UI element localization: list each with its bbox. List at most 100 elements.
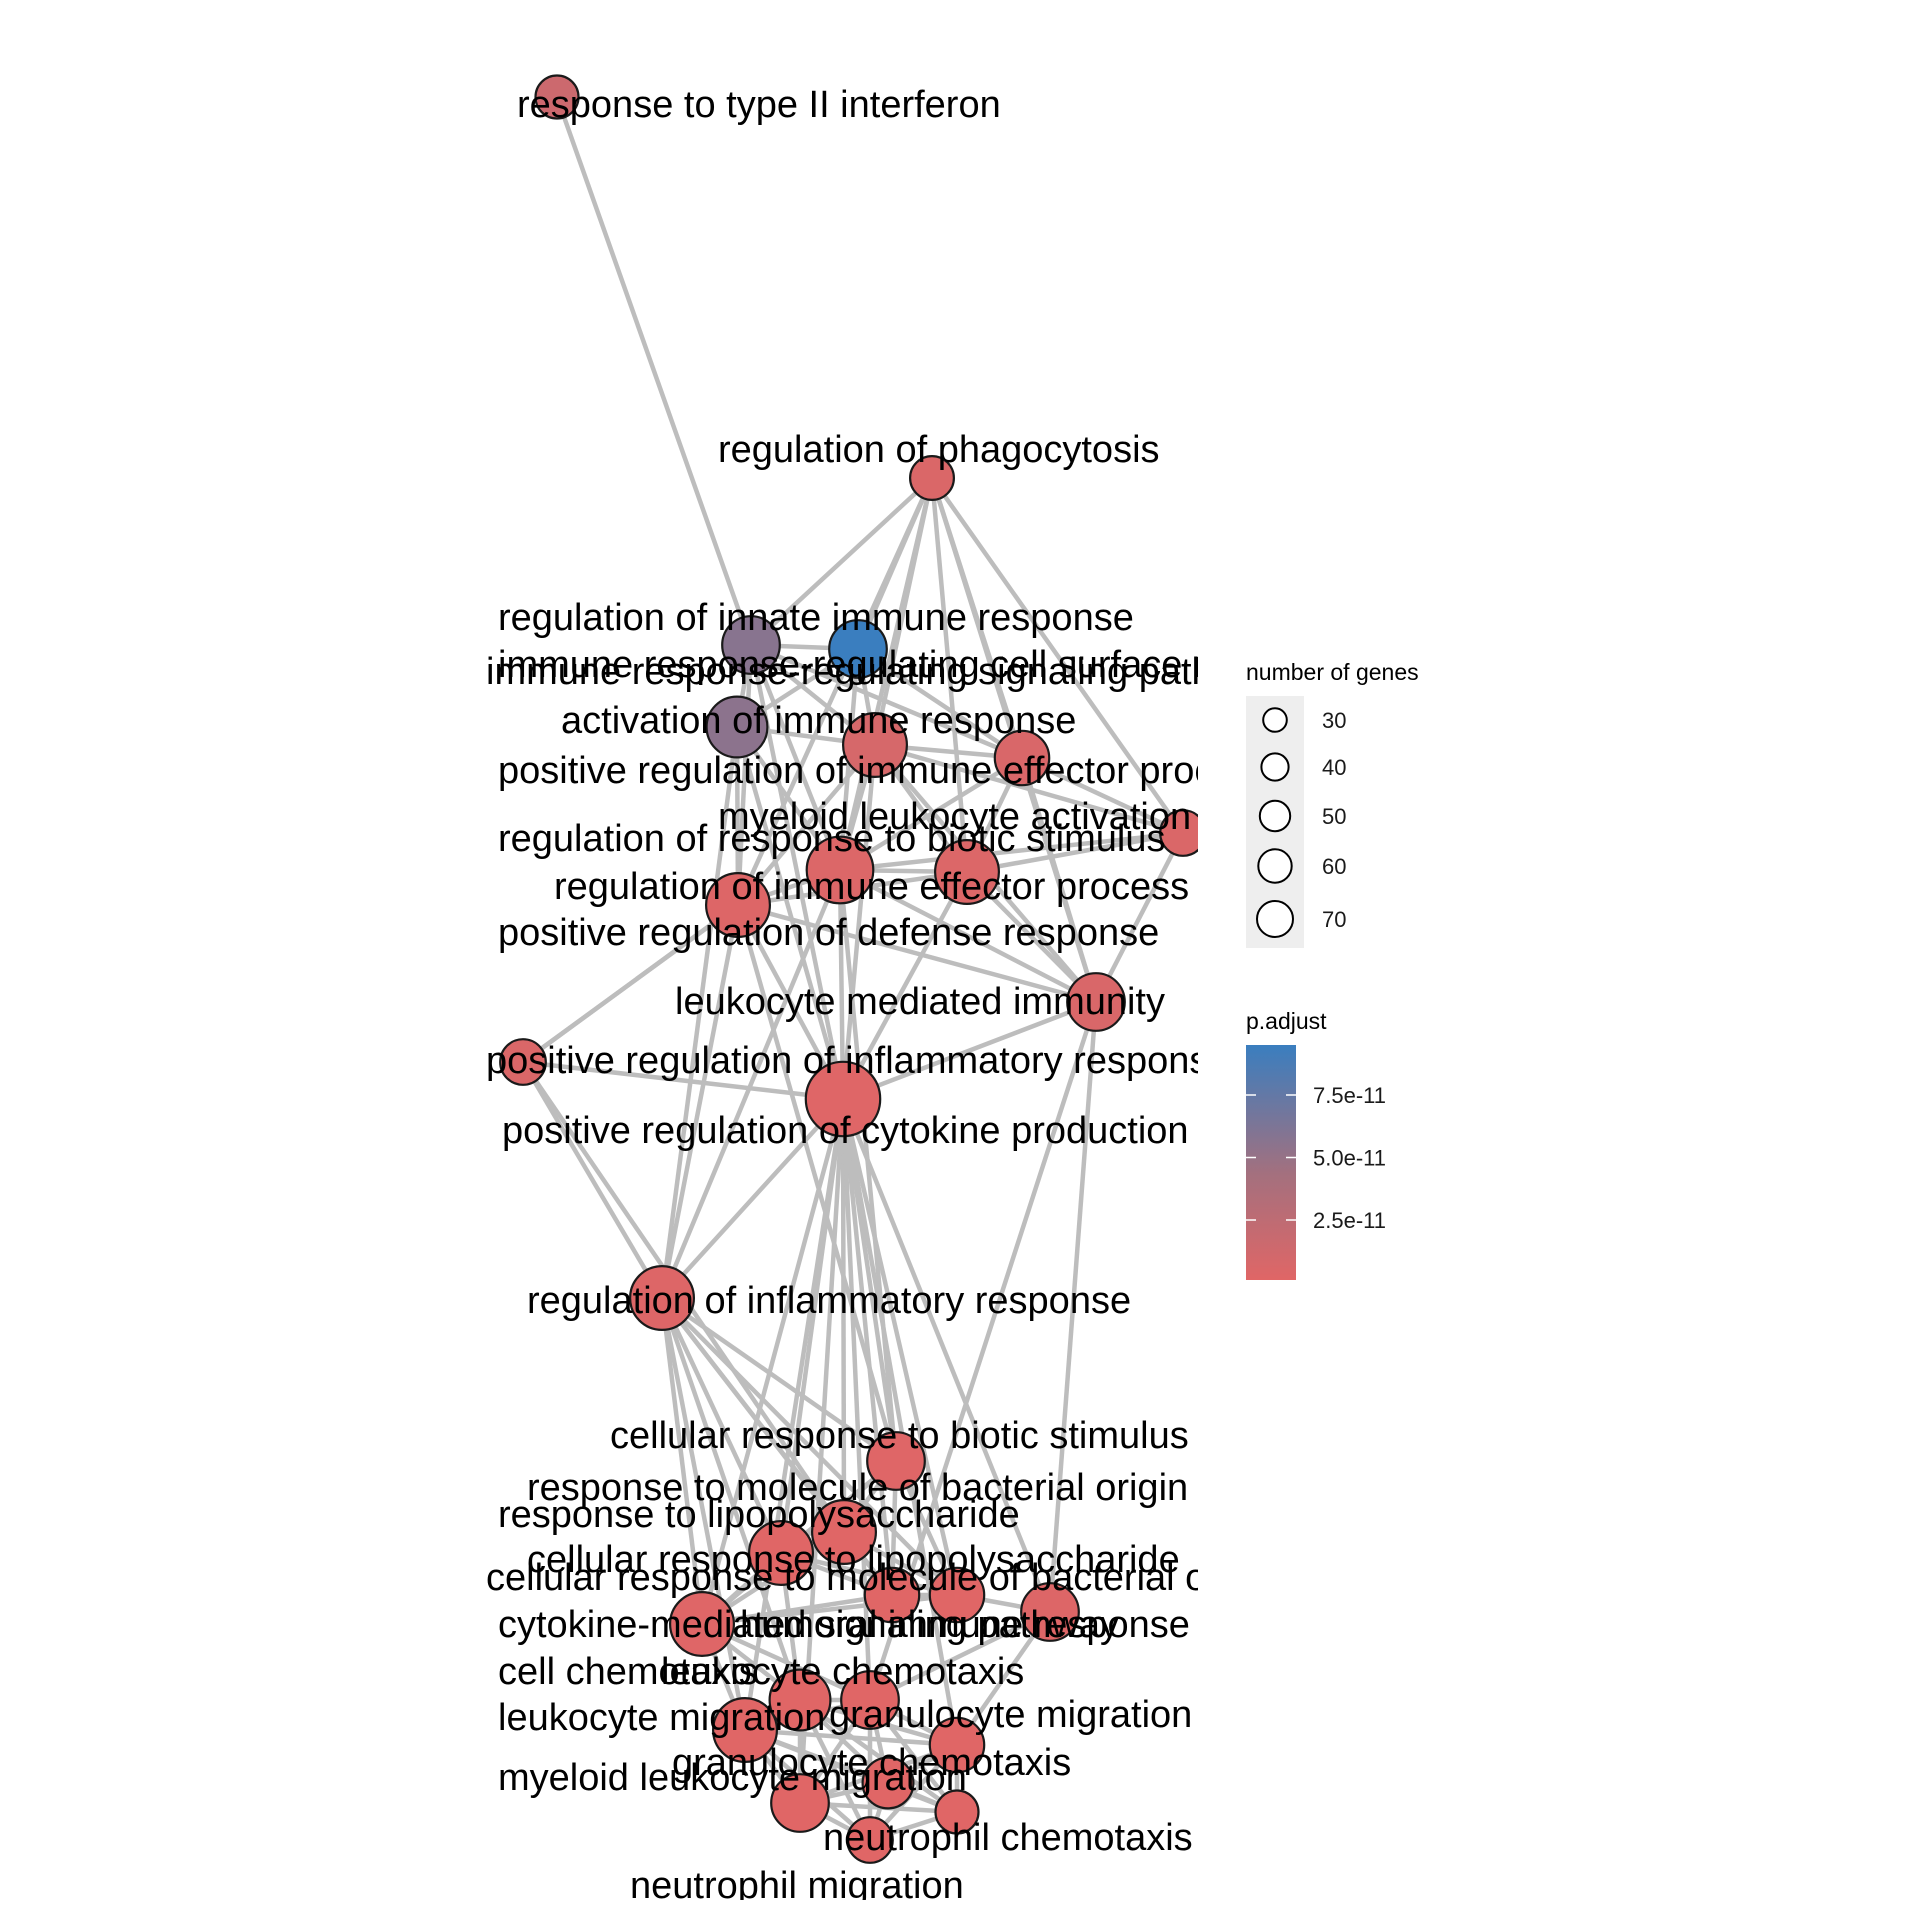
network-edge [736,743,877,907]
network-edge [856,647,1024,760]
node-n13 [499,1038,547,1086]
network-edge [840,744,878,1100]
node-n5 [705,695,769,759]
size-legend-label: 70 [1322,907,1346,932]
network-edge [750,642,1023,761]
network-panel: response to type II interferon regulation… [486,74,1645,1907]
network-edge [659,1297,748,1731]
color-bar [1246,1045,1296,1280]
node-label: granulocyte migration [829,1694,1192,1736]
node-label: neutrophil chemotaxis [823,1817,1193,1859]
network-edge [838,868,1098,1004]
node-n24 [840,1670,900,1730]
network-edge [840,1098,960,1746]
network-edge [1047,1001,1099,1613]
color-legend: p.adjust 7.5e-11 5.0e-11 2.5e-11 [1246,1008,1386,1280]
node-layer [499,74,1198,1864]
node-n27 [861,1756,915,1810]
network-edge [749,476,934,647]
node-label: positive regulation of cytokine producti… [502,1110,1189,1152]
node-label: regulation of response to biotic stimulu… [498,818,1165,860]
network-edge [1093,831,1186,1004]
node-n1 [534,74,580,120]
size-legend-label: 40 [1322,755,1346,780]
size-legend-keys: 30 40 50 60 70 [1256,707,1346,938]
network-edge [839,830,1184,873]
node-label: response to molecule of bacterial origin [527,1467,1188,1509]
node-n9 [805,835,875,905]
node-label: regulation of inflammatory response [527,1280,1131,1322]
size-legend-circle [1260,752,1290,782]
node-n28 [770,1773,830,1833]
node-n19 [863,1566,921,1624]
node-label: positive regulation of inflammatory resp… [486,1040,1230,1082]
color-legend-title: p.adjust [1246,1008,1327,1034]
node-n21 [1020,1582,1080,1642]
network-edge [660,1097,845,1300]
network-edge [841,870,969,1101]
network-edge [837,477,935,871]
node-label: regulation of immune effector process [554,866,1189,908]
node-n8 [1159,809,1198,857]
network-edge [748,644,843,871]
network-edge [966,830,1184,875]
node-n25 [711,1696,778,1763]
node-label: activation of immune response [561,700,1076,742]
network-edge [554,96,754,646]
node-n18 [747,1519,814,1586]
size-legend-label: 60 [1322,854,1346,879]
node-n11 [704,871,771,938]
size-legend-label: 30 [1322,708,1346,733]
node-label: response to lipopolysaccharide [498,1494,1020,1536]
node-label: immune response-regulating cell surface … [498,644,1645,686]
node-n6 [841,711,908,778]
node-label: cellular response to lipopolysaccharide [527,1539,1180,1581]
network-edge [521,1060,664,1300]
node-label: myeloid leukocyte migration [498,1757,967,1799]
network-edge [840,1098,1053,1613]
node-label: cellular response to molecule of bacteri… [486,1557,1278,1599]
node-n10 [933,838,1000,905]
legend: number of genes 30 40 50 60 70 p.adjust 7.5e… [1246,659,1419,1280]
network-edge [929,477,970,873]
network-edge [742,1098,846,1731]
network-edge [735,644,754,906]
network-edge [798,1698,959,1814]
node-n7 [993,729,1051,787]
color-legend-label: 7.5e-11 [1313,1083,1386,1108]
node-label: cellular response to biotic stimulus [610,1415,1189,1457]
node-label: humoral immune response [740,1604,1190,1646]
network-edge [659,1297,705,1625]
size-legend-circle [1256,900,1294,938]
node-label: leukocyte migration [498,1697,825,1739]
network-edge [522,1059,844,1102]
node-label: regulation of phagocytosis [718,429,1160,471]
size-legend-circle [1258,799,1292,833]
node-n29 [934,1789,980,1835]
network-edge [660,1296,898,1463]
network-edge [521,903,740,1064]
network-edge [659,1297,784,1554]
size-legend-circle [1262,707,1288,733]
network-edge [659,869,843,1299]
node-n26 [928,1716,986,1774]
network-edge [659,726,740,1299]
network-edge [869,1609,1051,1703]
node-n3 [721,615,781,675]
node-n30 [846,1816,894,1864]
network-edge [842,999,1097,1102]
network-edge [660,1296,959,1597]
node-label: leukocyte mediated immunity [675,981,1165,1023]
size-legend: number of genes 30 40 50 60 70 [1246,659,1419,948]
network-edge [659,904,741,1299]
color-legend-label: 2.5e-11 [1313,1208,1386,1233]
size-legend-title: number of genes [1246,659,1419,685]
network-edge [840,1098,960,1596]
size-legend-label: 50 [1322,804,1346,829]
network-edge [744,1727,958,1748]
network-edge [734,726,846,1100]
network-edge [737,902,1097,1005]
node-label: neutrophil migration [630,1865,964,1907]
node-n12 [1066,972,1126,1032]
network-edge [838,756,1024,872]
